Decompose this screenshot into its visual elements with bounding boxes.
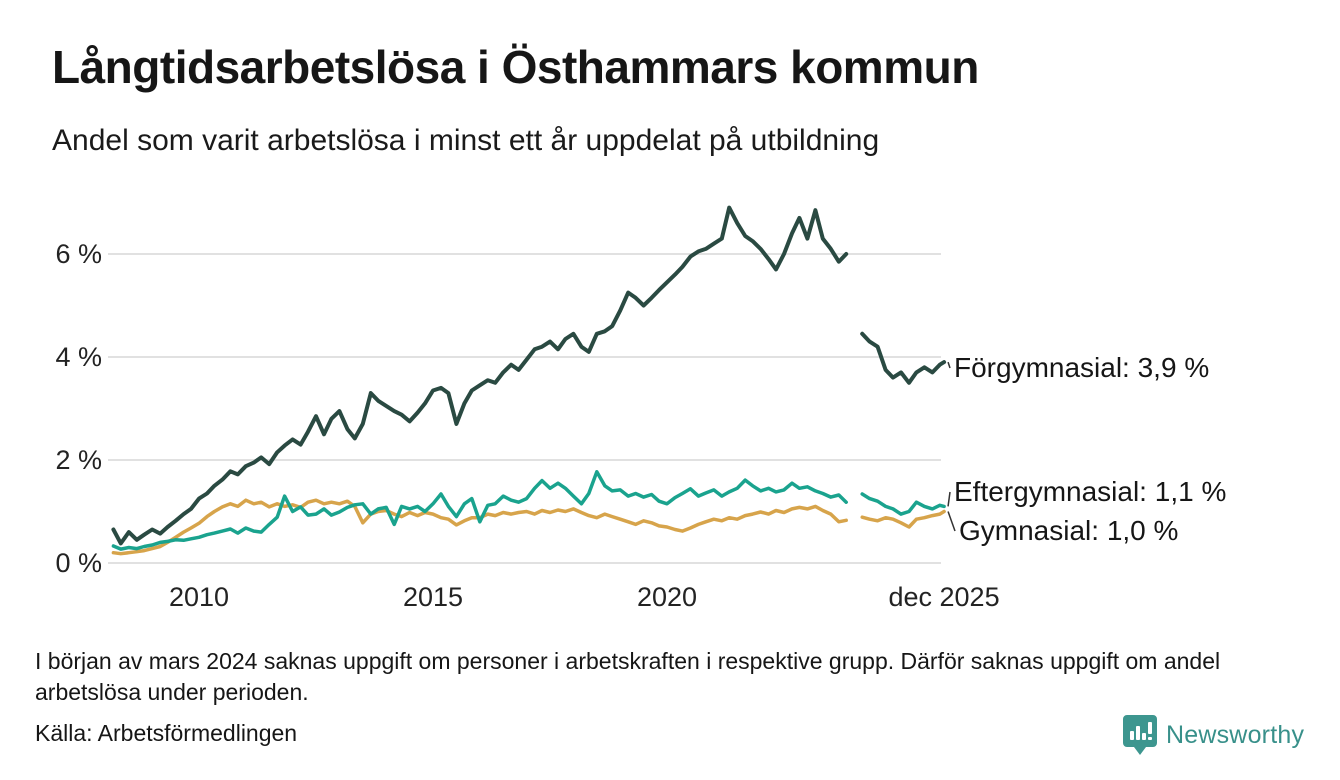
series-end-label-eftergymnasial: Eftergymnasial: 1,1 % xyxy=(954,476,1227,507)
newsworthy-logo-icon xyxy=(1123,715,1157,755)
y-tick-label: 4 % xyxy=(55,342,102,372)
end-label-connector xyxy=(947,491,951,507)
x-tick-label: 2020 xyxy=(636,582,698,612)
series-line-förgymnasial xyxy=(111,205,947,546)
series-line-eftergymnasial xyxy=(111,470,946,551)
branding: Newsworthy xyxy=(1122,714,1304,756)
chart-subtitle: Andel som varit arbetslösa i minst ett å… xyxy=(52,124,880,157)
branding-name: Newsworthy xyxy=(1166,720,1305,749)
x-tick-label: dec 2025 xyxy=(888,582,1000,612)
footnote: I början av mars 2024 saknas uppgift om … xyxy=(35,648,1221,706)
x-tick-label: 2010 xyxy=(168,582,230,612)
series-end-label-förgymnasial: Förgymnasial: 3,9 % xyxy=(954,352,1210,383)
source-note: Källa: Arbetsförmedlingen xyxy=(35,720,298,746)
series-end-label-gymnasial: Gymnasial: 1,0 % xyxy=(959,515,1179,546)
end-label-connector xyxy=(947,361,951,369)
series-line-gymnasial xyxy=(111,498,946,556)
x-tick-label: 2015 xyxy=(402,582,464,612)
y-tick-label: 2 % xyxy=(55,445,102,475)
page-title: Långtidsarbetslösa i Östhammars kommun xyxy=(52,41,979,93)
y-tick-label: 6 % xyxy=(55,239,102,269)
end-label-connector xyxy=(947,511,956,532)
y-tick-label: 0 % xyxy=(55,548,102,578)
